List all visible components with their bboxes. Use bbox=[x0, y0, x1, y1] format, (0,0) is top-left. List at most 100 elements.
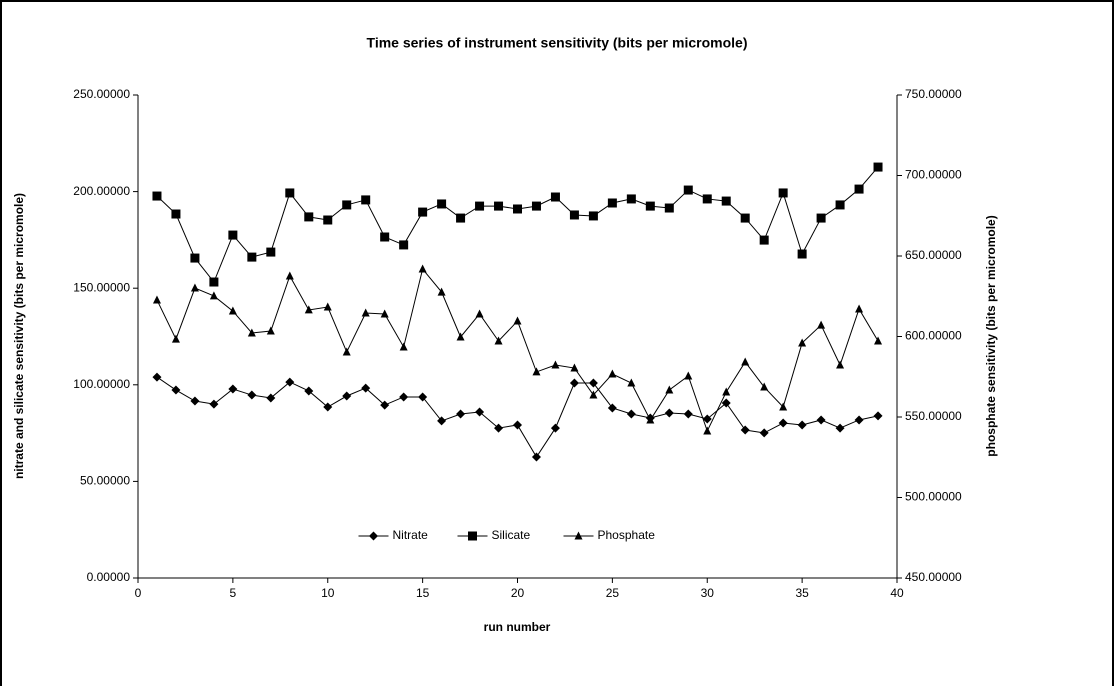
marker-diamond bbox=[171, 385, 181, 395]
marker-triangle bbox=[437, 287, 446, 296]
marker-square bbox=[152, 191, 162, 201]
marker-square bbox=[873, 162, 883, 172]
marker-square bbox=[569, 210, 579, 220]
y-tick-label: 50.00000 bbox=[80, 474, 130, 488]
marker-triangle bbox=[418, 264, 427, 273]
marker-diamond bbox=[816, 415, 826, 425]
marker-square bbox=[228, 230, 238, 240]
marker-square bbox=[456, 213, 466, 223]
x-tick-label: 40 bbox=[890, 586, 904, 600]
marker-triangle bbox=[722, 387, 731, 396]
marker-square bbox=[342, 200, 352, 210]
marker-square bbox=[171, 209, 181, 219]
marker-square bbox=[475, 201, 485, 211]
marker-square bbox=[683, 185, 693, 195]
y-tick-label: 200.00000 bbox=[73, 184, 130, 198]
marker-diamond bbox=[759, 428, 769, 438]
y-tick-label: 100.00000 bbox=[73, 377, 130, 391]
marker-diamond bbox=[228, 384, 238, 394]
marker-diamond bbox=[190, 396, 200, 406]
marker-square bbox=[513, 204, 522, 214]
marker-square bbox=[778, 188, 788, 198]
y2-tick-label: 600.00000 bbox=[905, 329, 962, 343]
x-tick-label: 15 bbox=[416, 586, 430, 600]
marker-triangle bbox=[247, 328, 256, 337]
marker-triangle bbox=[456, 332, 465, 341]
marker-square bbox=[702, 194, 712, 204]
marker-diamond bbox=[418, 392, 428, 402]
marker-diamond bbox=[873, 411, 883, 421]
marker-diamond bbox=[361, 383, 371, 393]
marker-square bbox=[531, 201, 541, 211]
y2-tick-label: 550.00000 bbox=[905, 409, 962, 423]
marker-triangle bbox=[323, 302, 332, 311]
marker-triangle bbox=[304, 305, 313, 314]
marker-diamond bbox=[626, 409, 636, 419]
marker-diamond bbox=[456, 409, 466, 419]
marker-triangle bbox=[152, 295, 161, 304]
marker-square bbox=[323, 215, 333, 225]
marker-triangle bbox=[532, 367, 541, 376]
marker-diamond bbox=[778, 418, 788, 428]
marker-square bbox=[380, 232, 390, 242]
marker-triangle bbox=[228, 306, 237, 315]
marker-square bbox=[645, 201, 655, 211]
x-tick-label: 0 bbox=[135, 586, 142, 600]
y-tick-label: 250.00000 bbox=[73, 87, 130, 101]
marker-square bbox=[304, 212, 314, 222]
marker-square bbox=[626, 194, 636, 204]
y2-tick-label: 650.00000 bbox=[905, 248, 962, 262]
marker-triangle bbox=[779, 402, 788, 411]
marker-diamond bbox=[588, 378, 598, 388]
series-line bbox=[156, 267, 879, 433]
marker-diamond bbox=[569, 378, 579, 388]
marker-triangle bbox=[570, 363, 579, 372]
marker-triangle bbox=[855, 304, 864, 313]
marker-diamond bbox=[683, 409, 693, 419]
marker-triangle bbox=[574, 531, 583, 540]
marker-diamond bbox=[304, 386, 314, 396]
marker-square bbox=[468, 531, 477, 541]
marker-diamond bbox=[380, 400, 390, 410]
x-tick-label: 5 bbox=[230, 586, 237, 600]
marker-triangle bbox=[627, 378, 636, 387]
marker-square bbox=[190, 253, 200, 263]
marker-triangle bbox=[741, 357, 750, 366]
x-tick-label: 25 bbox=[606, 586, 620, 600]
marker-square bbox=[550, 192, 560, 202]
marker-square bbox=[209, 277, 219, 287]
marker-square bbox=[854, 184, 864, 194]
legend-label: Silicate bbox=[492, 528, 531, 542]
marker-diamond bbox=[437, 416, 447, 426]
x-tick-label: 35 bbox=[795, 586, 809, 600]
marker-square bbox=[399, 240, 409, 250]
marker-square bbox=[285, 188, 295, 198]
marker-triangle bbox=[798, 338, 807, 347]
marker-diamond bbox=[740, 425, 750, 435]
marker-diamond bbox=[835, 423, 845, 433]
marker-diamond bbox=[494, 423, 504, 433]
marker-square bbox=[266, 247, 276, 257]
marker-diamond bbox=[607, 403, 617, 413]
chart-title: Time series of instrument sensitivity (b… bbox=[367, 35, 748, 51]
marker-square bbox=[361, 195, 371, 205]
legend-label: Nitrate bbox=[393, 528, 429, 542]
x-tick-label: 30 bbox=[701, 586, 715, 600]
marker-diamond bbox=[323, 402, 333, 412]
marker-square bbox=[721, 196, 731, 206]
y2-tick-label: 750.00000 bbox=[905, 87, 962, 101]
marker-triangle bbox=[760, 382, 769, 391]
marker-triangle bbox=[703, 426, 712, 435]
marker-diamond bbox=[152, 372, 162, 382]
marker-square bbox=[816, 213, 826, 223]
marker-triangle bbox=[836, 360, 845, 369]
marker-diamond bbox=[266, 393, 276, 403]
y-tick-label: 150.00000 bbox=[73, 280, 130, 294]
marker-triangle bbox=[399, 342, 408, 351]
marker-diamond bbox=[247, 390, 257, 400]
marker-triangle bbox=[817, 320, 826, 329]
marker-triangle bbox=[171, 334, 180, 343]
y2-tick-label: 700.00000 bbox=[905, 168, 962, 182]
marker-square bbox=[607, 198, 617, 208]
